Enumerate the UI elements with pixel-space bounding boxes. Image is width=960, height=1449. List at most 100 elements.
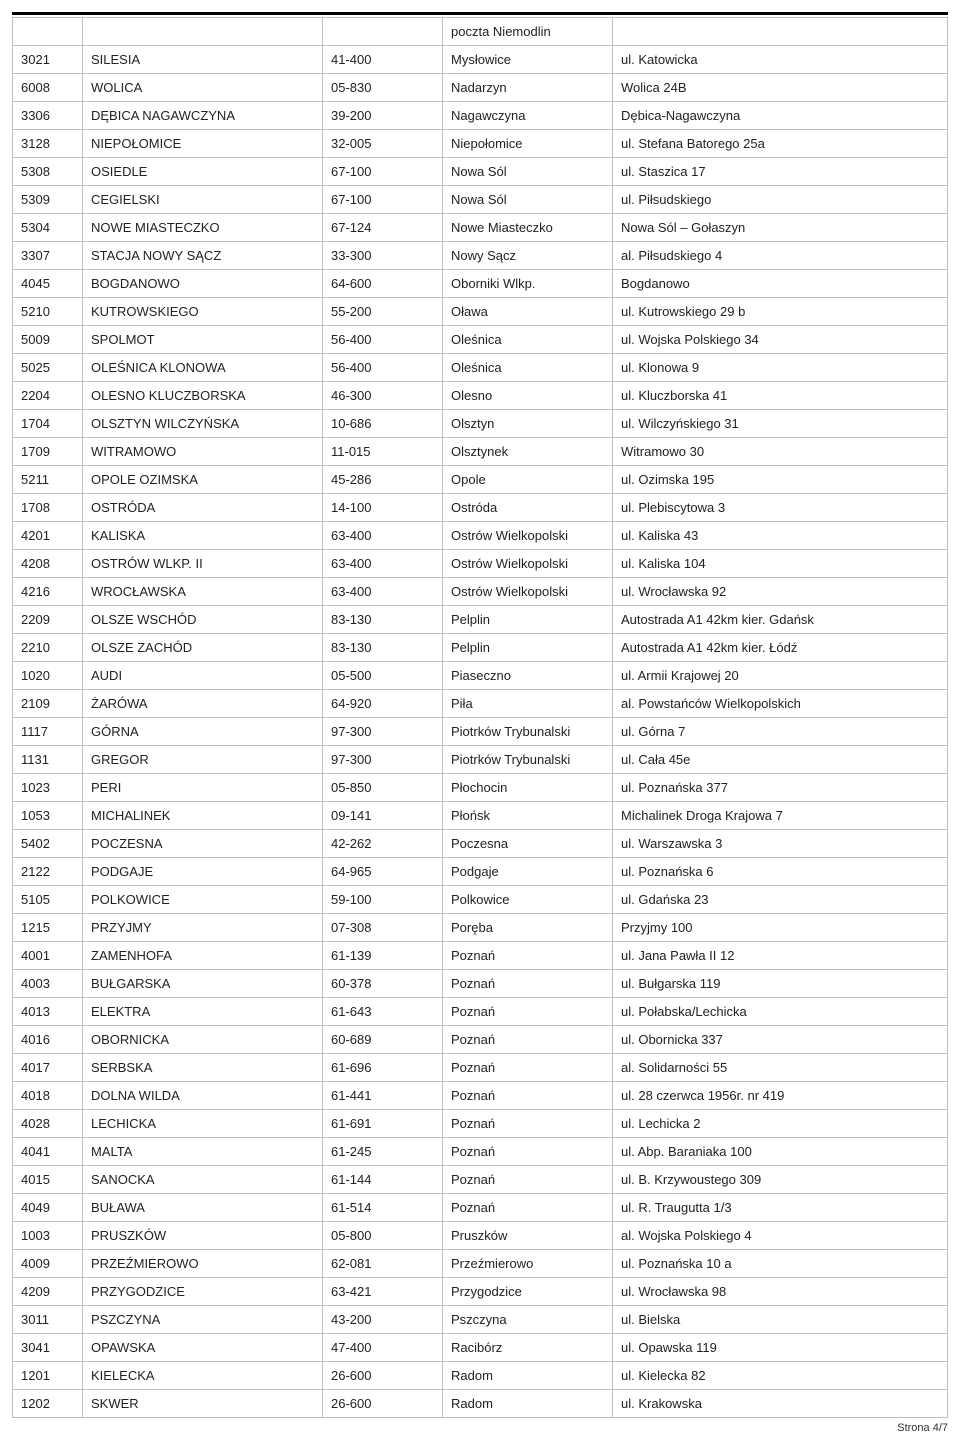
- table-cell: Pelplin: [443, 606, 613, 634]
- table-row: 4209PRZYGODZICE63-421Przygodziceul. Wroc…: [13, 1278, 948, 1306]
- table-cell: 3307: [13, 242, 83, 270]
- table-cell: MICHALINEK: [83, 802, 323, 830]
- table-row: 5211OPOLE OZIMSKA45-286Opoleul. Ozimska …: [13, 466, 948, 494]
- table-cell: 33-300: [323, 242, 443, 270]
- table-cell: Poznań: [443, 1082, 613, 1110]
- table-cell: PODGAJE: [83, 858, 323, 886]
- table-cell: 26-600: [323, 1362, 443, 1390]
- table-cell: 83-130: [323, 606, 443, 634]
- table-cell: SILESIA: [83, 46, 323, 74]
- table-cell: MALTA: [83, 1138, 323, 1166]
- table-cell: Poznań: [443, 998, 613, 1026]
- table-cell: 09-141: [323, 802, 443, 830]
- table-cell: [13, 18, 83, 46]
- table-cell: 45-286: [323, 466, 443, 494]
- table-cell: POCZESNA: [83, 830, 323, 858]
- table-cell: DĘBICA NAGAWCZYNA: [83, 102, 323, 130]
- table-cell: Przeźmierowo: [443, 1250, 613, 1278]
- table-cell: Michalinek Droga Krajowa 7: [613, 802, 948, 830]
- table-cell: 3011: [13, 1306, 83, 1334]
- table-cell: ul. Armii Krajowej 20: [613, 662, 948, 690]
- table-row: 5304NOWE MIASTECZKO67-124Nowe Miasteczko…: [13, 214, 948, 242]
- table-cell: [323, 18, 443, 46]
- table-row: 4009PRZEŹMIEROWO62-081Przeźmierowoul. Po…: [13, 1250, 948, 1278]
- table-cell: Ostrów Wielkopolski: [443, 550, 613, 578]
- table-row: 1709WITRAMOWO11-015OlsztynekWitramowo 30: [13, 438, 948, 466]
- table-cell: Poznań: [443, 1194, 613, 1222]
- table-row: 2204OLESNO KLUCZBORSKA46-300Olesnoul. Kl…: [13, 382, 948, 410]
- table-cell: 2122: [13, 858, 83, 886]
- table-cell: ul. Kielecka 82: [613, 1362, 948, 1390]
- table-cell: Radom: [443, 1390, 613, 1418]
- table-row: 1131GREGOR97-300Piotrków Trybunalskiul. …: [13, 746, 948, 774]
- table-cell: ul. Ozimska 195: [613, 466, 948, 494]
- table-cell: 10-686: [323, 410, 443, 438]
- table-cell: ul. Poznańska 10 a: [613, 1250, 948, 1278]
- table-row: 5210KUTROWSKIEGO55-200Oławaul. Kutrowski…: [13, 298, 948, 326]
- table-cell: 39-200: [323, 102, 443, 130]
- table-cell: ZAMENHOFA: [83, 942, 323, 970]
- table-cell: 3041: [13, 1334, 83, 1362]
- table-cell: OSTRÓDA: [83, 494, 323, 522]
- table-cell: ul. Poznańska 377: [613, 774, 948, 802]
- table-cell: ul. Warszawska 3: [613, 830, 948, 858]
- table-cell: 59-100: [323, 886, 443, 914]
- table-cell: OPAWSKA: [83, 1334, 323, 1362]
- table-cell: PRZEŹMIEROWO: [83, 1250, 323, 1278]
- table-cell: Pelplin: [443, 634, 613, 662]
- table-cell: BUŁGARSKA: [83, 970, 323, 998]
- page-number: Strona 4/7: [12, 1418, 948, 1434]
- table-cell: Płońsk: [443, 802, 613, 830]
- table-cell: Poręba: [443, 914, 613, 942]
- table-cell: WOLICA: [83, 74, 323, 102]
- table-cell: 64-965: [323, 858, 443, 886]
- table-cell: 3306: [13, 102, 83, 130]
- table-cell: 4009: [13, 1250, 83, 1278]
- table-cell: 05-830: [323, 74, 443, 102]
- table-cell: 63-400: [323, 522, 443, 550]
- table-cell: ul. Górna 7: [613, 718, 948, 746]
- table-cell: PRZYGODZICE: [83, 1278, 323, 1306]
- table-row: 4013ELEKTRA61-643Poznańul. Połabska/Lech…: [13, 998, 948, 1026]
- table-cell: 2204: [13, 382, 83, 410]
- table-row: 1202SKWER26-600Radomul. Krakowska: [13, 1390, 948, 1418]
- table-cell: 4049: [13, 1194, 83, 1222]
- table-cell: Poznań: [443, 1166, 613, 1194]
- table-cell: 05-800: [323, 1222, 443, 1250]
- table-cell: 60-378: [323, 970, 443, 998]
- table-cell: Nowe Miasteczko: [443, 214, 613, 242]
- table-cell: 61-643: [323, 998, 443, 1026]
- table-cell: 6008: [13, 74, 83, 102]
- table-cell: Mysłowice: [443, 46, 613, 74]
- table-cell: al. Solidarności 55: [613, 1054, 948, 1082]
- table-cell: 1053: [13, 802, 83, 830]
- table-cell: 67-100: [323, 186, 443, 214]
- table-cell: Poznań: [443, 1054, 613, 1082]
- table-cell: OLSZTYN WILCZYŃSKA: [83, 410, 323, 438]
- table-cell: 61-696: [323, 1054, 443, 1082]
- table-cell: 47-400: [323, 1334, 443, 1362]
- table-row: 4015SANOCKA61-144Poznańul. B. Krzywouste…: [13, 1166, 948, 1194]
- table-cell: OSTRÓW WLKP. II: [83, 550, 323, 578]
- table-cell: Witramowo 30: [613, 438, 948, 466]
- table-cell: Piotrków Trybunalski: [443, 746, 613, 774]
- table-cell: CEGIELSKI: [83, 186, 323, 214]
- table-cell: ul. Bułgarska 119: [613, 970, 948, 998]
- table-cell: Oleśnica: [443, 326, 613, 354]
- table-cell: Dębica-Nagawczyna: [613, 102, 948, 130]
- table-cell: Ostrów Wielkopolski: [443, 578, 613, 606]
- table-cell: 2209: [13, 606, 83, 634]
- table-row: 2209OLSZE WSCHÓD83-130PelplinAutostrada …: [13, 606, 948, 634]
- table-cell: OBORNICKA: [83, 1026, 323, 1054]
- table-row: 4018DOLNA WILDA61-441Poznańul. 28 czerwc…: [13, 1082, 948, 1110]
- table-cell: 05-500: [323, 662, 443, 690]
- table-row: 4028LECHICKA61-691Poznańul. Lechicka 2: [13, 1110, 948, 1138]
- table-cell: Podgaje: [443, 858, 613, 886]
- table-cell: WITRAMOWO: [83, 438, 323, 466]
- table-cell: 5402: [13, 830, 83, 858]
- table-cell: [613, 18, 948, 46]
- table-cell: Poznań: [443, 1138, 613, 1166]
- table-cell: 07-308: [323, 914, 443, 942]
- table-cell: GREGOR: [83, 746, 323, 774]
- table-cell: OLESNO KLUCZBORSKA: [83, 382, 323, 410]
